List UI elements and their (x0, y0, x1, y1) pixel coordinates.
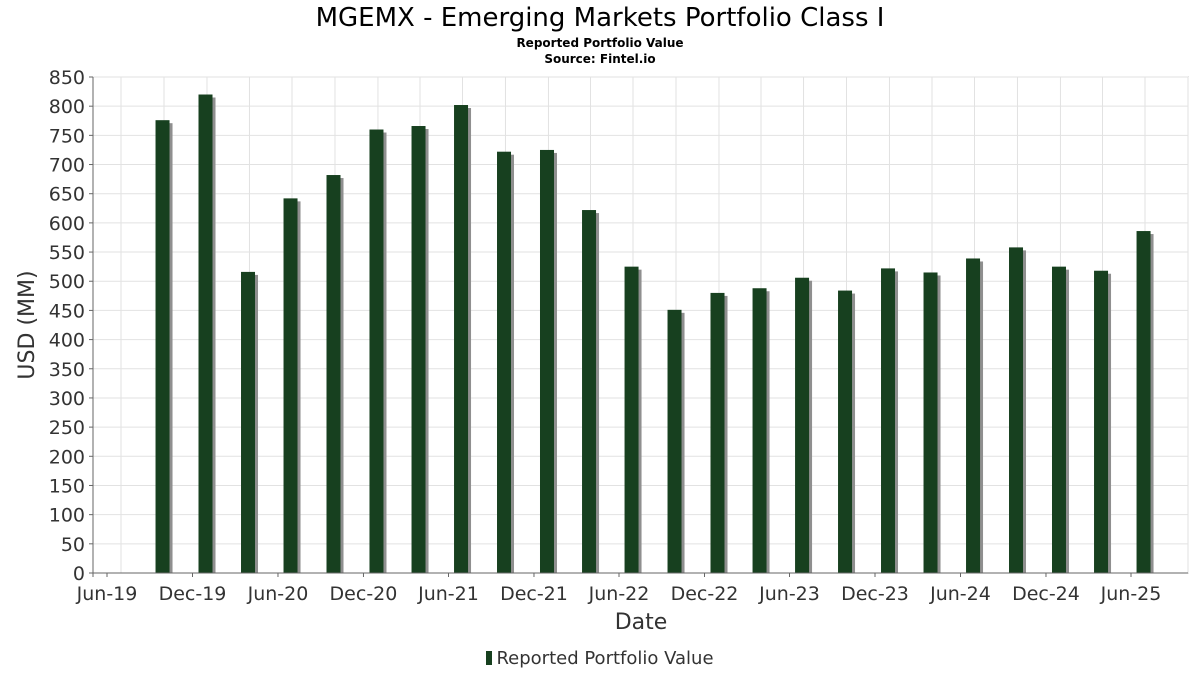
bar (838, 290, 853, 573)
y-tick-label: 500 (49, 271, 85, 293)
y-tick-label: 750 (49, 125, 85, 147)
x-tick-label: Jun-23 (758, 583, 820, 605)
x-tick-label: Jun-19 (76, 583, 138, 605)
bar (795, 277, 810, 573)
x-axis-label: Date (615, 610, 668, 635)
y-axis-ticks: 0 50 100 150 200 250 300 350 400 450 500 550 600 650 7… (49, 67, 85, 585)
y-tick-label: 400 (49, 330, 85, 352)
y-tick-label: 300 (49, 388, 85, 410)
bar (283, 198, 298, 573)
bar (582, 210, 597, 573)
x-axis-ticks: Jun-19 Dec-19 Jun-20 Dec-20 Jun-21 Dec-21 Jun-… (76, 583, 1162, 605)
y-tick-label: 800 (49, 96, 85, 118)
y-axis-label: USD (MM) (15, 270, 40, 379)
bar (710, 292, 725, 573)
legend-label: Reported Portfolio Value (496, 648, 714, 669)
x-tick-label: Dec-21 (500, 583, 568, 605)
bar (454, 105, 469, 574)
x-tick-label: Jun-25 (1100, 583, 1162, 605)
x-tick-label: Jun-24 (929, 583, 991, 605)
chart-title: MGEMX - Emerging Markets Portfolio Class… (315, 3, 885, 33)
bar (1051, 266, 1066, 573)
bar (411, 126, 426, 573)
bar (497, 151, 512, 573)
y-tick-label: 850 (49, 67, 85, 89)
chart-subtitle: Reported Portfolio Value (516, 36, 684, 50)
y-tick-label: 350 (49, 359, 85, 381)
bar (624, 266, 639, 573)
y-tick-label: 600 (49, 213, 85, 235)
axes (89, 76, 1188, 577)
bar (1136, 231, 1151, 573)
x-tick-label: Dec-24 (1012, 583, 1080, 605)
bars (155, 94, 1154, 574)
bar (369, 129, 384, 574)
x-tick-label: Dec-22 (671, 583, 739, 605)
bar (1009, 247, 1024, 573)
y-tick-label: 200 (49, 446, 85, 468)
y-tick-label: 700 (49, 155, 85, 177)
bar (923, 272, 938, 573)
bar (881, 268, 896, 573)
y-tick-label: 450 (49, 300, 85, 322)
legend-swatch (486, 651, 493, 665)
y-tick-label: 100 (49, 505, 85, 527)
x-tick-label: Jun-22 (588, 583, 650, 605)
chart-source: Source: Fintel.io (544, 52, 656, 66)
bar (326, 175, 341, 573)
bar (539, 149, 554, 574)
x-tick-label: Dec-23 (841, 583, 909, 605)
bar (966, 258, 981, 573)
bar (155, 120, 170, 573)
x-tick-label: Dec-20 (330, 583, 398, 605)
y-tick-label: 550 (49, 242, 85, 264)
y-tick-label: 250 (49, 417, 85, 439)
y-tick-label: 0 (73, 563, 85, 585)
x-tick-label: Dec-19 (159, 583, 227, 605)
x-tick-label: Jun-21 (417, 583, 479, 605)
x-tick-label: Jun-20 (247, 583, 309, 605)
bar (241, 271, 256, 573)
legend: Reported Portfolio Value (0, 648, 1200, 670)
y-tick-label: 650 (49, 184, 85, 206)
bar (1094, 270, 1109, 573)
bar (667, 309, 682, 573)
y-tick-label: 50 (61, 534, 85, 556)
bar (198, 94, 213, 573)
bar (752, 288, 767, 573)
y-tick-label: 150 (49, 475, 85, 497)
